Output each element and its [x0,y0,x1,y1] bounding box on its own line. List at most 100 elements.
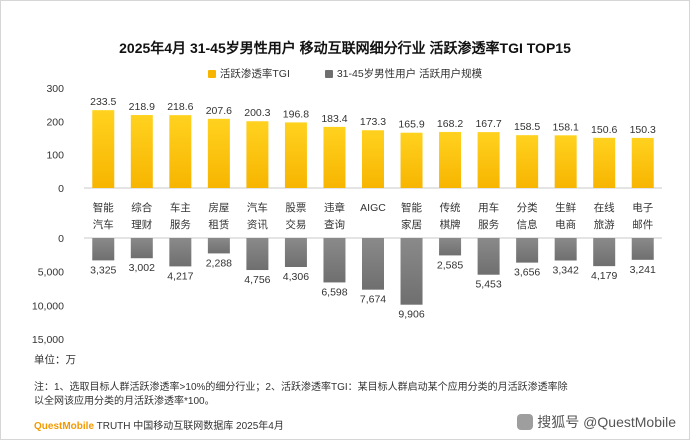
tgi-bar [362,130,384,188]
category-label: 资讯 [247,218,268,231]
category-label: 电子 [632,201,653,214]
users-bar [169,238,192,267]
users-bar [516,238,539,263]
category-label: 分类 [517,201,538,214]
category-label: 家居 [401,218,422,231]
category-label: 服务 [478,218,499,231]
category-label: 生鲜 [555,201,576,214]
category-label: 智能 [93,201,114,214]
category-label: 汽车 [247,201,268,214]
category-label: 综合 [131,201,152,214]
category-label: 查询 [324,218,345,231]
category-label: 传统 [440,201,461,214]
top-ytick-label: 300 [46,83,64,95]
users-bar [554,238,577,261]
legend-item-users: 31-45岁男性用户 活跃用户规模 [324,66,483,81]
category-label: 用车 [478,201,499,214]
top-ytick-label: 200 [46,116,64,128]
category-label: AIGC [360,202,386,214]
category-label: 理财 [131,218,152,231]
legend-swatch-tgi [207,69,216,78]
users-bar [400,238,423,305]
users-value-label: 3,241 [630,264,656,276]
users-value-label: 4,217 [167,270,193,282]
category-label: 棋牌 [440,218,461,231]
chart-title: 2025年4月 31-45岁男性用户 移动互联网细分行业 活跃渗透率TGI TO… [119,40,571,56]
category-label: 在线 [594,201,615,214]
tgi-value-label: 158.5 [514,121,540,133]
users-value-label: 3,002 [129,262,155,274]
tgi-value-label: 150.6 [591,124,617,136]
category-label: 服务 [170,218,191,231]
legend-label-tgi: 活跃渗透率TGI [219,68,290,80]
users-bar [92,238,115,261]
tgi-value-label: 173.3 [360,116,386,128]
legend: 活跃渗透率TGI 31-45岁男性用户 活跃用户规模 [0,66,690,81]
category-label: 租赁 [208,218,229,231]
tgi-value-label: 158.1 [553,121,579,133]
users-value-label: 4,306 [283,271,309,283]
bottom-ytick-label: 5,000 [38,267,64,279]
tgi-value-label: 207.6 [206,105,232,117]
category-label: 邮件 [632,218,653,231]
tgi-bar [169,115,192,188]
tgi-bar [284,122,307,188]
category-label: 汽车 [93,218,114,231]
tgi-bar [323,126,346,188]
tgi-value-label: 218.9 [129,101,155,113]
users-value-label: 4,756 [244,274,270,286]
top-ytick-label: 0 [58,183,64,195]
users-bar [130,238,153,259]
legend-label-users: 31-45岁男性用户 活跃用户规模 [336,68,483,80]
tgi-value-label: 150.3 [630,124,656,136]
tgi-bar [477,132,500,188]
tgi-value-label: 200.3 [244,107,270,119]
users-bar [439,238,462,256]
tgi-bar [92,110,115,188]
tgi-bar [554,135,577,188]
legend-item-tgi: 活跃渗透率TGI [207,66,290,81]
users-bar [323,238,346,283]
tgi-bar [400,132,423,188]
users-bar [631,238,654,260]
users-bar [593,238,616,267]
users-bar [207,238,230,254]
users-bar [246,238,269,271]
top-ytick-label: 100 [46,150,64,162]
source-line: QuestMobile TRUTH 中国移动互联网数据库 2025年4月 [34,417,284,432]
users-bar [284,238,307,267]
category-label: 旅游 [594,218,615,231]
users-value-label: 3,342 [553,265,579,277]
bottom-ytick-label: 0 [58,233,64,245]
tgi-value-label: 183.4 [321,113,347,125]
watermark-text: 搜狐号 @QuestMobile [537,414,676,430]
users-value-label: 3,325 [90,264,116,276]
users-value-label: 7,674 [360,294,386,306]
note-line-1: 注：1、选取目标人群活跃渗透率>10%的细分行业；2、活跃渗透率TGI：某目标人… [34,382,568,393]
tgi-bar [516,135,539,188]
users-value-label: 9,906 [398,309,424,321]
tgi-bar [593,137,616,188]
tgi-value-label: 167.7 [475,118,501,130]
tgi-bar [246,121,269,188]
category-label: 股票 [285,202,306,214]
tgi-value-label: 165.9 [398,119,424,131]
users-value-label: 5,453 [475,279,501,291]
watermark-icon [517,414,534,430]
category-label: 信息 [517,218,538,231]
note-line-2: 以全网该应用分类的月活跃渗透率*100。 [34,396,215,407]
watermark: 搜狐号 @QuestMobile [517,412,676,432]
tgi-bar [207,118,230,188]
unit-label: 单位：万 [34,354,76,366]
tgi-value-label: 218.6 [167,101,193,113]
users-value-label: 4,179 [591,270,617,282]
users-value-label: 3,656 [514,267,540,279]
category-label: 房屋 [208,201,229,214]
users-bar [362,238,384,290]
tgi-bar [130,115,153,188]
category-label: 交易 [285,218,306,231]
tgi-value-label: 196.8 [283,108,309,120]
users-value-label: 6,598 [321,286,347,298]
